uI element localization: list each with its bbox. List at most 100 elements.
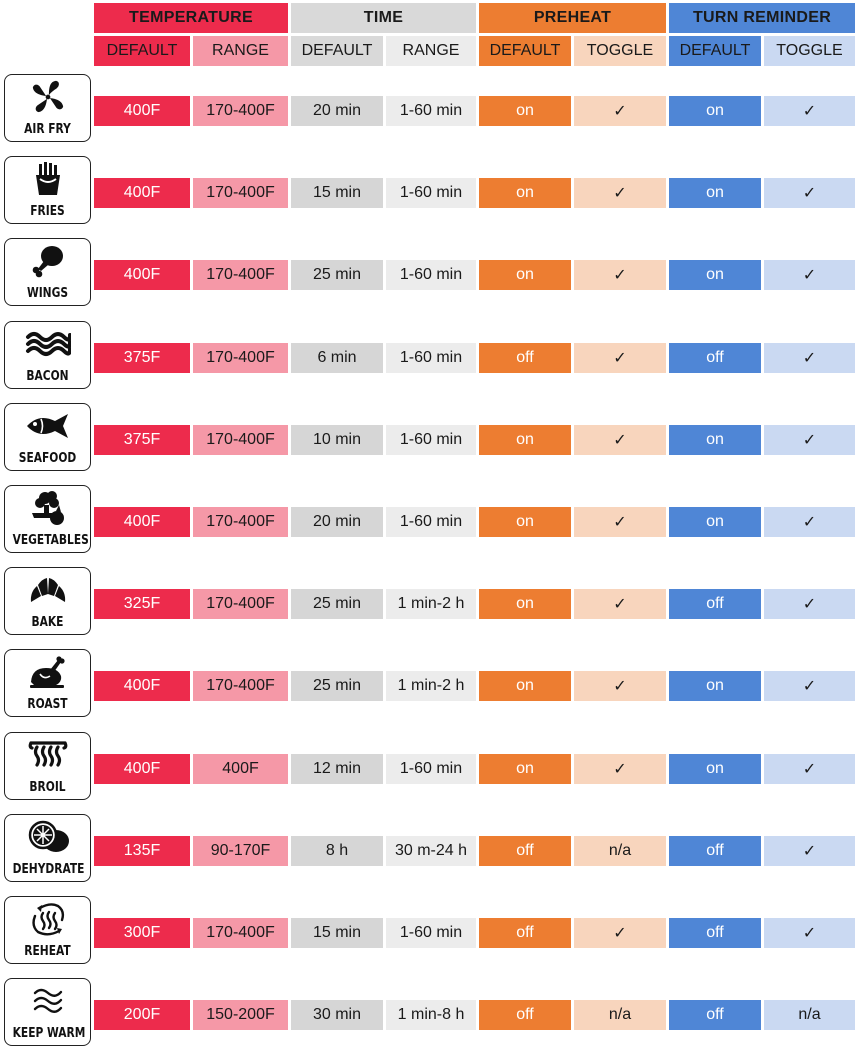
time-range-cell: 1 min-8 h bbox=[386, 1000, 476, 1030]
mode-label: BACON bbox=[26, 369, 69, 384]
turn-toggle-cell: ✓ bbox=[764, 343, 855, 373]
turn-toggle-cell: n/a bbox=[764, 1000, 855, 1030]
drumstick-icon bbox=[5, 243, 90, 279]
preheat-toggle-cell: ✓ bbox=[574, 425, 666, 455]
temp-default-cell: 400F bbox=[94, 754, 190, 784]
turn-toggle-cell: ✓ bbox=[764, 178, 855, 208]
turn-default-cell: off bbox=[669, 836, 761, 866]
turn-toggle-cell: ✓ bbox=[764, 754, 855, 784]
time-default-cell: 6 min bbox=[291, 343, 383, 373]
turn-default-cell: off bbox=[669, 343, 761, 373]
turn-toggle-cell: ✓ bbox=[764, 918, 855, 948]
time-range-cell: 1-60 min bbox=[386, 918, 476, 948]
mode-label: FRIES bbox=[30, 204, 65, 219]
mode-card-vegetables: VEGETABLES bbox=[4, 485, 91, 553]
temp-default-cell: 400F bbox=[94, 96, 190, 126]
time-default-cell: 15 min bbox=[291, 918, 383, 948]
subheader-temp-range: RANGE bbox=[193, 36, 288, 66]
temp-default-cell: 325F bbox=[94, 589, 190, 619]
temp-range-cell: 170-400F bbox=[193, 178, 288, 208]
mode-card-air-fry: AIR FRY bbox=[4, 74, 91, 142]
turn-default-cell: on bbox=[669, 96, 761, 126]
time-default-cell: 25 min bbox=[291, 260, 383, 290]
time-range-cell: 1 min-2 h bbox=[386, 671, 476, 701]
broil-heater-icon bbox=[5, 737, 90, 773]
preheat-toggle-cell: ✓ bbox=[574, 589, 666, 619]
preheat-toggle-cell: ✓ bbox=[574, 260, 666, 290]
preheat-toggle-cell: ✓ bbox=[574, 343, 666, 373]
mode-card-fries: FRIES bbox=[4, 156, 91, 224]
preheat-default-cell: on bbox=[479, 507, 571, 537]
preheat-toggle-cell: ✓ bbox=[574, 178, 666, 208]
header-time: TIME bbox=[291, 3, 476, 33]
mode-label: DEHYDRATE bbox=[12, 862, 85, 877]
fish-icon bbox=[5, 408, 90, 444]
time-range-cell: 1-60 min bbox=[386, 754, 476, 784]
preheat-default-cell: on bbox=[479, 589, 571, 619]
subheader-preheat-default: DEFAULT bbox=[479, 36, 571, 66]
mode-label: BROIL bbox=[29, 780, 66, 795]
time-default-cell: 12 min bbox=[291, 754, 383, 784]
mode-label: BAKE bbox=[31, 615, 64, 630]
preheat-default-cell: off bbox=[479, 343, 571, 373]
preheat-default-cell: on bbox=[479, 260, 571, 290]
preheat-default-cell: on bbox=[479, 178, 571, 208]
mode-label: WINGS bbox=[26, 286, 69, 301]
temp-default-cell: 300F bbox=[94, 918, 190, 948]
mode-label: REHEAT bbox=[24, 944, 71, 959]
turn-default-cell: on bbox=[669, 754, 761, 784]
time-range-cell: 1-60 min bbox=[386, 260, 476, 290]
turn-toggle-cell: ✓ bbox=[764, 96, 855, 126]
time-range-cell: 1-60 min bbox=[386, 425, 476, 455]
turn-toggle-cell: ✓ bbox=[764, 425, 855, 455]
turn-toggle-cell: ✓ bbox=[764, 260, 855, 290]
time-range-cell: 30 m-24 h bbox=[386, 836, 476, 866]
turn-default-cell: off bbox=[669, 918, 761, 948]
preheat-toggle-cell: ✓ bbox=[574, 671, 666, 701]
time-default-cell: 15 min bbox=[291, 178, 383, 208]
time-default-cell: 25 min bbox=[291, 671, 383, 701]
temp-range-cell: 170-400F bbox=[193, 589, 288, 619]
temp-range-cell: 90-170F bbox=[193, 836, 288, 866]
time-range-cell: 1 min-2 h bbox=[386, 589, 476, 619]
preheat-toggle-cell: n/a bbox=[574, 1000, 666, 1030]
temp-range-cell: 170-400F bbox=[193, 507, 288, 537]
turn-default-cell: on bbox=[669, 425, 761, 455]
temp-range-cell: 400F bbox=[193, 754, 288, 784]
subheader-turn-default: DEFAULT bbox=[669, 36, 761, 66]
temp-default-cell: 135F bbox=[94, 836, 190, 866]
time-range-cell: 1-60 min bbox=[386, 96, 476, 126]
subheader-time-range: RANGE bbox=[386, 36, 476, 66]
temp-default-cell: 375F bbox=[94, 425, 190, 455]
vegetables-icon bbox=[5, 490, 90, 526]
mode-label: VEGETABLES bbox=[12, 533, 89, 548]
mode-label: ROAST bbox=[27, 697, 68, 712]
subheader-temp-default: DEFAULT bbox=[94, 36, 190, 66]
temp-range-cell: 170-400F bbox=[193, 425, 288, 455]
preheat-default-cell: off bbox=[479, 918, 571, 948]
temp-default-cell: 400F bbox=[94, 507, 190, 537]
preheat-toggle-cell: ✓ bbox=[574, 918, 666, 948]
preheat-default-cell: on bbox=[479, 671, 571, 701]
header-preheat: PREHEAT bbox=[479, 3, 666, 33]
temp-default-cell: 200F bbox=[94, 1000, 190, 1030]
temp-range-cell: 150-200F bbox=[193, 1000, 288, 1030]
reheat-icon bbox=[5, 901, 90, 937]
subheader-turn-toggle: TOGGLE bbox=[764, 36, 855, 66]
mode-card-wings: WINGS bbox=[4, 238, 91, 306]
time-default-cell: 10 min bbox=[291, 425, 383, 455]
keep-warm-waves-icon bbox=[5, 983, 90, 1019]
mode-card-keep-warm: KEEP WARM bbox=[4, 978, 91, 1046]
header-turn-reminder: TURN REMINDER bbox=[669, 3, 855, 33]
mode-label: SEAFOOD bbox=[18, 451, 77, 466]
temp-default-cell: 400F bbox=[94, 178, 190, 208]
preheat-default-cell: off bbox=[479, 1000, 571, 1030]
preheat-toggle-cell: n/a bbox=[574, 836, 666, 866]
preheat-toggle-cell: ✓ bbox=[574, 96, 666, 126]
citrus-slices-icon bbox=[5, 819, 90, 855]
mode-card-dehydrate: DEHYDRATE bbox=[4, 814, 91, 882]
croissant-icon bbox=[5, 572, 90, 608]
temp-default-cell: 400F bbox=[94, 671, 190, 701]
temp-range-cell: 170-400F bbox=[193, 343, 288, 373]
turn-toggle-cell: ✓ bbox=[764, 589, 855, 619]
